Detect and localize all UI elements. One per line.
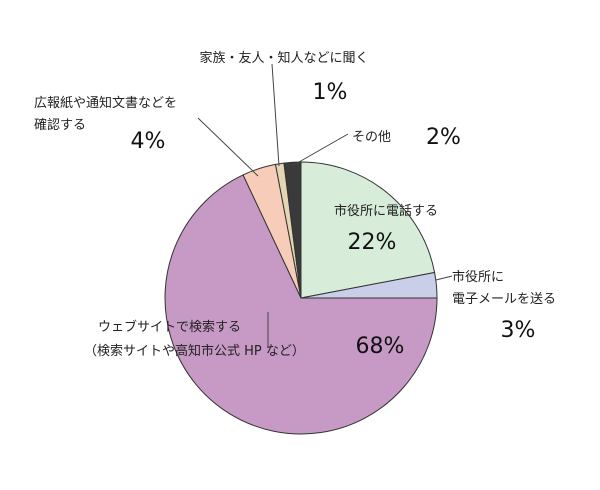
label-website-line1: ウェブサイトで検索する <box>98 319 241 335</box>
pct-website: 68% <box>356 334 405 359</box>
pct-phone: 22% <box>348 230 397 255</box>
label-website-line2: （検索サイトや高知市公式 HP など） <box>84 343 305 359</box>
pie-slice-other <box>283 161 302 299</box>
label-family: 家族・友人・知人などに聞く <box>199 50 368 66</box>
leader-line-other <box>291 133 349 167</box>
pct-other: 2% <box>426 125 461 150</box>
label-email-line2: 電子メールを送る <box>452 292 556 307</box>
label-email-line1: 市役所に <box>452 269 504 285</box>
label-phone: 市役所に電話する <box>334 203 438 219</box>
pct-koho: 4% <box>131 129 166 154</box>
leader-line-family <box>271 63 280 167</box>
pie-slice-website <box>164 174 438 435</box>
pie-slices <box>164 161 438 435</box>
label-koho-line2: 確認する <box>34 117 86 133</box>
pie-slice-phone <box>300 161 436 299</box>
label-koho-line1: 広報紙や通知文書などを <box>34 95 177 111</box>
pct-email: 3% <box>501 318 536 343</box>
leader-line-email <box>435 275 453 281</box>
leader-line-koho <box>197 117 259 177</box>
pct-family: 1% <box>313 80 348 105</box>
label-other: その他 <box>352 130 391 145</box>
